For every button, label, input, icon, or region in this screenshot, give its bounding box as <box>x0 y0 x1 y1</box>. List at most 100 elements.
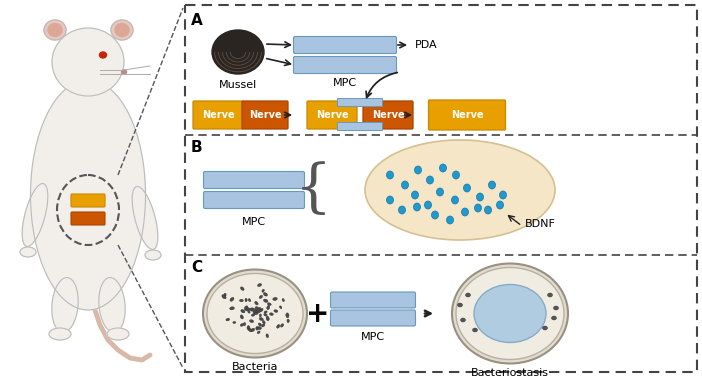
Ellipse shape <box>145 250 161 260</box>
Ellipse shape <box>253 310 257 313</box>
Ellipse shape <box>260 308 263 312</box>
Ellipse shape <box>387 196 394 204</box>
Ellipse shape <box>255 301 258 305</box>
Ellipse shape <box>20 247 36 257</box>
Ellipse shape <box>111 20 133 40</box>
FancyBboxPatch shape <box>331 292 416 308</box>
Text: BDNF: BDNF <box>525 219 556 229</box>
Ellipse shape <box>263 320 265 324</box>
Ellipse shape <box>240 315 244 319</box>
Ellipse shape <box>49 328 71 340</box>
Text: Bacteriostasis: Bacteriostasis <box>471 368 549 377</box>
Text: Mussel: Mussel <box>219 80 257 90</box>
Ellipse shape <box>52 28 124 96</box>
Ellipse shape <box>222 295 226 299</box>
Ellipse shape <box>262 289 265 292</box>
Ellipse shape <box>425 201 432 209</box>
Ellipse shape <box>251 314 255 316</box>
FancyBboxPatch shape <box>293 37 397 54</box>
Ellipse shape <box>212 30 264 74</box>
Ellipse shape <box>439 164 446 172</box>
Ellipse shape <box>365 140 555 240</box>
FancyBboxPatch shape <box>428 100 505 130</box>
Ellipse shape <box>233 322 236 323</box>
FancyBboxPatch shape <box>338 98 383 106</box>
Ellipse shape <box>263 299 268 302</box>
FancyBboxPatch shape <box>193 101 243 129</box>
Ellipse shape <box>52 277 78 333</box>
Ellipse shape <box>254 311 258 314</box>
Text: Nerve: Nerve <box>201 110 234 120</box>
Ellipse shape <box>115 23 129 37</box>
Ellipse shape <box>463 184 470 192</box>
Text: Nerve: Nerve <box>316 110 348 120</box>
Ellipse shape <box>256 326 258 330</box>
Text: PDA: PDA <box>415 40 437 50</box>
Ellipse shape <box>402 181 409 189</box>
Ellipse shape <box>458 303 463 307</box>
Text: MPC: MPC <box>361 331 385 342</box>
Text: MPC: MPC <box>242 217 266 227</box>
Ellipse shape <box>484 206 491 214</box>
Text: MPC: MPC <box>333 78 357 88</box>
Ellipse shape <box>48 23 62 37</box>
Ellipse shape <box>251 328 255 332</box>
Ellipse shape <box>553 306 559 310</box>
Ellipse shape <box>552 316 557 320</box>
Ellipse shape <box>281 324 284 327</box>
Ellipse shape <box>255 311 257 314</box>
Ellipse shape <box>474 285 546 342</box>
Ellipse shape <box>258 323 262 326</box>
Ellipse shape <box>399 206 406 214</box>
Ellipse shape <box>287 319 289 323</box>
Ellipse shape <box>203 270 307 357</box>
Text: +: + <box>306 299 330 328</box>
Ellipse shape <box>255 307 258 311</box>
Text: C: C <box>191 260 202 275</box>
Ellipse shape <box>548 293 552 297</box>
Ellipse shape <box>241 310 245 313</box>
Ellipse shape <box>266 316 269 321</box>
Ellipse shape <box>465 293 470 297</box>
FancyBboxPatch shape <box>204 172 305 188</box>
Ellipse shape <box>427 176 434 184</box>
Ellipse shape <box>273 297 277 300</box>
Text: A: A <box>191 13 203 28</box>
Ellipse shape <box>267 303 271 305</box>
Ellipse shape <box>543 326 548 330</box>
Ellipse shape <box>22 184 48 247</box>
Ellipse shape <box>446 216 453 224</box>
Ellipse shape <box>226 318 230 321</box>
Ellipse shape <box>249 308 254 311</box>
Ellipse shape <box>452 264 568 363</box>
Ellipse shape <box>244 322 246 326</box>
Ellipse shape <box>387 171 394 179</box>
FancyBboxPatch shape <box>293 57 397 74</box>
Text: Nerve: Nerve <box>371 110 404 120</box>
FancyBboxPatch shape <box>71 194 105 207</box>
Text: Nerve: Nerve <box>451 110 483 120</box>
FancyBboxPatch shape <box>185 5 697 372</box>
Ellipse shape <box>500 191 507 199</box>
Text: {: { <box>294 162 331 218</box>
Ellipse shape <box>277 325 280 328</box>
Ellipse shape <box>263 293 267 296</box>
Ellipse shape <box>413 203 420 211</box>
Ellipse shape <box>267 305 270 310</box>
Ellipse shape <box>456 268 564 360</box>
Ellipse shape <box>244 306 248 310</box>
Ellipse shape <box>44 20 66 40</box>
Ellipse shape <box>270 313 273 316</box>
Ellipse shape <box>100 52 107 58</box>
Ellipse shape <box>245 298 247 302</box>
Ellipse shape <box>257 326 261 329</box>
Ellipse shape <box>279 306 282 309</box>
FancyBboxPatch shape <box>242 101 288 129</box>
Ellipse shape <box>437 188 444 196</box>
Ellipse shape <box>264 314 267 316</box>
Text: Bacteria: Bacteria <box>232 363 278 372</box>
Ellipse shape <box>258 284 262 287</box>
Ellipse shape <box>207 273 303 354</box>
Ellipse shape <box>107 328 129 340</box>
Ellipse shape <box>461 318 465 322</box>
